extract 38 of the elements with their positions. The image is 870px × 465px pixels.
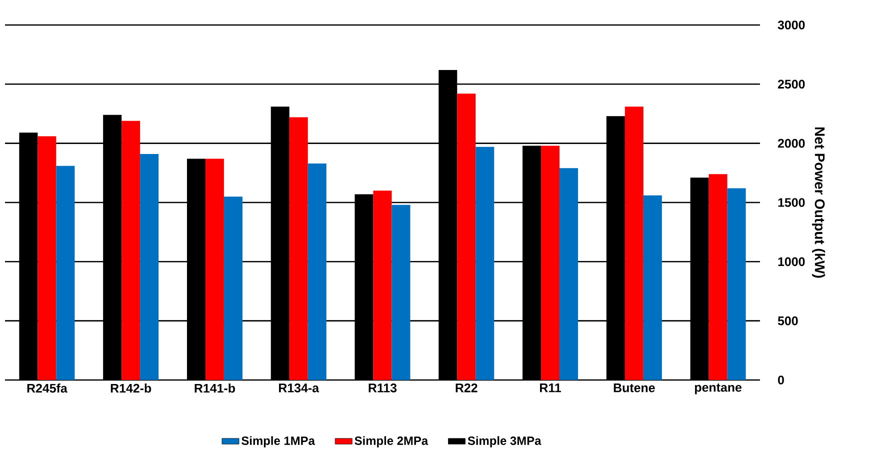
- x-tick-label: R134-a: [279, 384, 320, 392]
- legend-label: Simple 1MPa: [242, 436, 315, 448]
- bar: [289, 117, 308, 380]
- y-tick-label: 2500: [778, 80, 805, 89]
- x-tick-label: pentane: [695, 384, 742, 394]
- bar: [140, 154, 159, 380]
- x-tick-label: R141-b: [194, 384, 235, 393]
- y-tick-label: 1000: [778, 257, 805, 266]
- bar: [476, 146, 494, 380]
- y-tick-label: 500: [778, 316, 798, 326]
- bar: [224, 196, 242, 380]
- x-tick-label: R245fa: [27, 384, 68, 393]
- bar: [624, 106, 644, 380]
- y-tick-label: 0: [778, 376, 784, 384]
- bar: [56, 166, 75, 380]
- x-tick-label: R142-b: [110, 384, 152, 393]
- y-tick-label: 1500: [778, 198, 805, 207]
- bar: [205, 158, 224, 380]
- x-tick-label: R113: [368, 384, 397, 392]
- bar: [560, 168, 578, 380]
- bar: [708, 174, 728, 380]
- legend-label: Simple 2MPa: [354, 436, 428, 448]
- bar: [727, 188, 746, 380]
- y-tick-label: 3000: [778, 20, 805, 30]
- bar: [541, 146, 560, 380]
- bar: [392, 204, 410, 380]
- bar: [38, 136, 56, 380]
- bar: [643, 195, 662, 380]
- y-tick-label: 2000: [778, 138, 805, 148]
- bar: [373, 190, 392, 380]
- x-tick-label: R11: [540, 384, 562, 392]
- legend-label: Simple 3MPa: [468, 436, 542, 448]
- bar: [457, 94, 476, 380]
- bar: [122, 120, 140, 380]
- x-tick-label: R22: [456, 384, 478, 392]
- bar: [308, 163, 326, 380]
- x-tick-label: Butene: [614, 384, 655, 392]
- y-axis-title: Net Power Output (kW): [812, 128, 826, 278]
